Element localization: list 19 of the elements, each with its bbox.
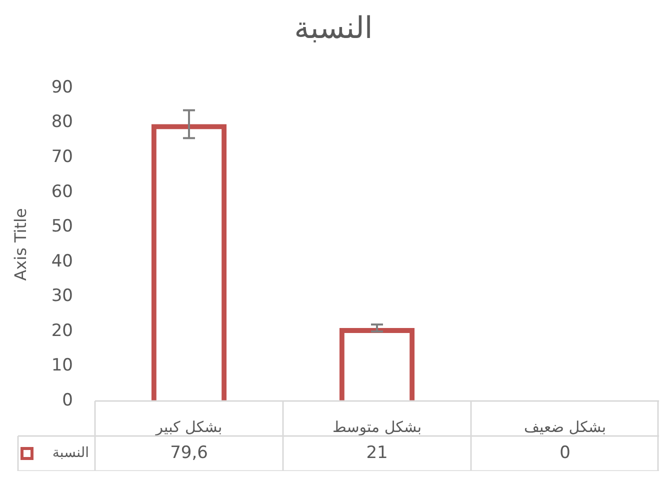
y-tick-label: 40 — [51, 251, 73, 272]
y-tick-label: 20 — [51, 320, 73, 341]
data-label: 79,6 — [170, 442, 208, 463]
x-tick-label: بشكل متوسط — [332, 418, 422, 436]
y-tick-label: 90 — [51, 77, 73, 98]
y-tick-label: 50 — [51, 216, 73, 237]
y-tick-label: 70 — [51, 146, 73, 167]
y-tick-label: 10 — [51, 356, 73, 376]
data-label: 0 — [560, 442, 570, 463]
x-tick-label: بشكل كبير — [154, 418, 222, 436]
y-tick-label: 80 — [51, 112, 73, 132]
y-tick-label: 30 — [51, 286, 73, 306]
y-tick-label: 0 — [62, 390, 73, 410]
legend-label: النسبة — [52, 445, 89, 462]
y-tick-label: 60 — [51, 182, 73, 202]
chart-title: النسبة — [294, 10, 373, 46]
x-tick-label: بشكل ضعيف — [524, 418, 606, 436]
y-axis-title: Axis Title — [10, 208, 30, 281]
data-label: 21 — [366, 442, 388, 463]
